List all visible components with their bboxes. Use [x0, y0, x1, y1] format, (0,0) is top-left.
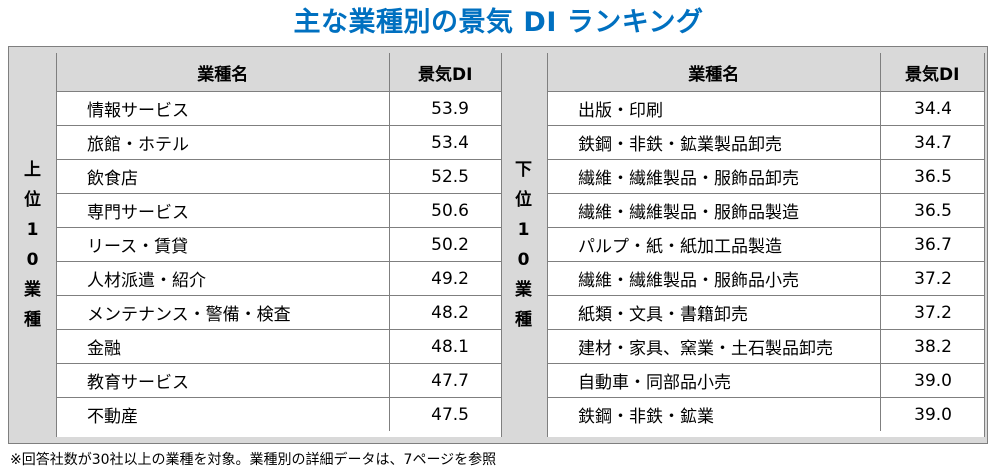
- di-value: 49.2: [388, 261, 501, 296]
- table-row: 繊維・繊維製品・服飾品製造 36.5: [548, 193, 984, 228]
- di-value: 50.6: [388, 193, 501, 228]
- table-row: 繊維・繊維製品・服飾品卸売 36.5: [548, 159, 984, 194]
- industry-name: 不動産: [57, 397, 389, 431]
- di-value: 39.0: [879, 363, 984, 398]
- top10-table-panel: 業種名 景気DI 情報サービス 53.9 旅館・ホテル 53.4 飲食店 52.5 専…: [56, 53, 502, 437]
- di-value: 47.7: [388, 363, 501, 398]
- side-char: 位: [515, 190, 532, 210]
- table-row: 紙類・文具・書籍卸売 37.2: [548, 295, 984, 330]
- di-value: 37.2: [879, 295, 984, 330]
- industry-name: 繊維・繊維製品・服飾品製造: [548, 193, 880, 228]
- industry-name: 繊維・繊維製品・服飾品卸売: [548, 159, 880, 194]
- di-value: 48.2: [388, 295, 501, 330]
- industry-name: 旅館・ホテル: [57, 125, 389, 160]
- di-value: 36.5: [879, 193, 984, 228]
- table-row: 旅館・ホテル 53.4: [57, 125, 501, 160]
- di-value: 50.2: [388, 227, 501, 262]
- table-row: 情報サービス 53.9: [57, 91, 501, 126]
- di-value: 52.5: [388, 159, 501, 194]
- di-value: 47.5: [388, 397, 501, 431]
- side-char: 1: [517, 220, 530, 240]
- table-row: メンテナンス・警備・検査 48.2: [57, 295, 501, 330]
- side-char: 業: [515, 280, 532, 300]
- table-row: 専門サービス 50.6: [57, 193, 501, 228]
- footnote: ※回答社数が30社以上の業種を対象。業種別の詳細データは、7ページを参照: [10, 452, 497, 468]
- di-value: 53.4: [388, 125, 501, 160]
- side-char: 業: [24, 280, 41, 300]
- page-title: 主な業種別の景気 DI ランキング: [293, 7, 704, 38]
- table-row: 教育サービス 47.7: [57, 363, 501, 398]
- side-char: 下: [515, 160, 532, 180]
- di-value: 38.2: [879, 329, 984, 364]
- di-value: 36.7: [879, 227, 984, 262]
- table-row: 金融 48.1: [57, 329, 501, 364]
- bottom10-table-panel: 業種名 景気DI 出版・印刷 34.4 鉄鋼・非鉄・鉱業製品卸売 34.7 繊維・繊…: [547, 53, 985, 437]
- table-row: 鉄鋼・非鉄・鉱業製品卸売 34.7: [548, 125, 984, 160]
- industry-name: 教育サービス: [57, 363, 389, 398]
- industry-name: 人材派遣・紹介: [57, 261, 389, 296]
- industry-name: 建材・家具、窯業・土石製品卸売: [548, 329, 880, 364]
- industry-name: 専門サービス: [57, 193, 389, 228]
- side-char: 0: [517, 250, 530, 270]
- table-row: 不動産 47.5: [57, 397, 501, 431]
- table-row: リース・賃貸 50.2: [57, 227, 501, 262]
- header-industry-name: 業種名: [57, 53, 389, 92]
- industry-name: 出版・印刷: [548, 91, 880, 126]
- table-row: 建材・家具、窯業・土石製品卸売 38.2: [548, 329, 984, 364]
- di-value: 34.4: [879, 91, 984, 126]
- side-char: 種: [515, 310, 532, 330]
- table-row: 鉄鋼・非鉄・鉱業 39.0: [548, 397, 984, 431]
- industry-name: 金融: [57, 329, 389, 364]
- industry-name: 鉄鋼・非鉄・鉱業製品卸売: [548, 125, 880, 160]
- top10-side-label: 上 位 1 0 業 種: [9, 47, 56, 443]
- table-row: 自動車・同部品小売 39.0: [548, 363, 984, 398]
- side-char: 上: [24, 160, 41, 180]
- di-value: 53.9: [388, 91, 501, 126]
- side-char: 位: [24, 190, 41, 210]
- table-row: 繊維・繊維製品・服飾品小売 37.2: [548, 261, 984, 296]
- di-value: 39.0: [879, 397, 984, 431]
- di-value: 48.1: [388, 329, 501, 364]
- side-char: 0: [26, 250, 39, 270]
- side-char: 種: [24, 310, 41, 330]
- industry-name: 鉄鋼・非鉄・鉱業: [548, 397, 880, 431]
- di-value: 37.2: [879, 261, 984, 296]
- bottom10-side-label: 下 位 1 0 業 種: [500, 47, 547, 443]
- industry-name: リース・賃貸: [57, 227, 389, 262]
- di-value: 36.5: [879, 159, 984, 194]
- table-row: パルプ・紙・紙加工品製造 36.7: [548, 227, 984, 262]
- table-row: 人材派遣・紹介 49.2: [57, 261, 501, 296]
- top10-table: 業種名 景気DI 情報サービス 53.9 旅館・ホテル 53.4 飲食店 52.5 専…: [57, 53, 501, 431]
- industry-name: メンテナンス・警備・検査: [57, 295, 389, 330]
- di-value: 34.7: [879, 125, 984, 160]
- table-row: 飲食店 52.5: [57, 159, 501, 194]
- industry-name: 繊維・繊維製品・服飾品小売: [548, 261, 880, 296]
- industry-name: 自動車・同部品小売: [548, 363, 880, 398]
- bottom10-table: 業種名 景気DI 出版・印刷 34.4 鉄鋼・非鉄・鉱業製品卸売 34.7 繊維・繊…: [548, 53, 984, 431]
- ranking-frame: 上 位 1 0 業 種 業種名 景気DI 情報サービス 53.9 旅館・ホテル 53…: [8, 46, 988, 444]
- header-di: 景気DI: [388, 53, 501, 92]
- industry-name: 紙類・文具・書籍卸売: [548, 295, 880, 330]
- industry-name: パルプ・紙・紙加工品製造: [548, 227, 880, 262]
- side-char: 1: [26, 220, 39, 240]
- industry-name: 飲食店: [57, 159, 389, 194]
- table-row: 出版・印刷 34.4: [548, 91, 984, 126]
- industry-name: 情報サービス: [57, 91, 389, 126]
- header-di: 景気DI: [879, 53, 984, 92]
- header-industry-name: 業種名: [548, 53, 880, 92]
